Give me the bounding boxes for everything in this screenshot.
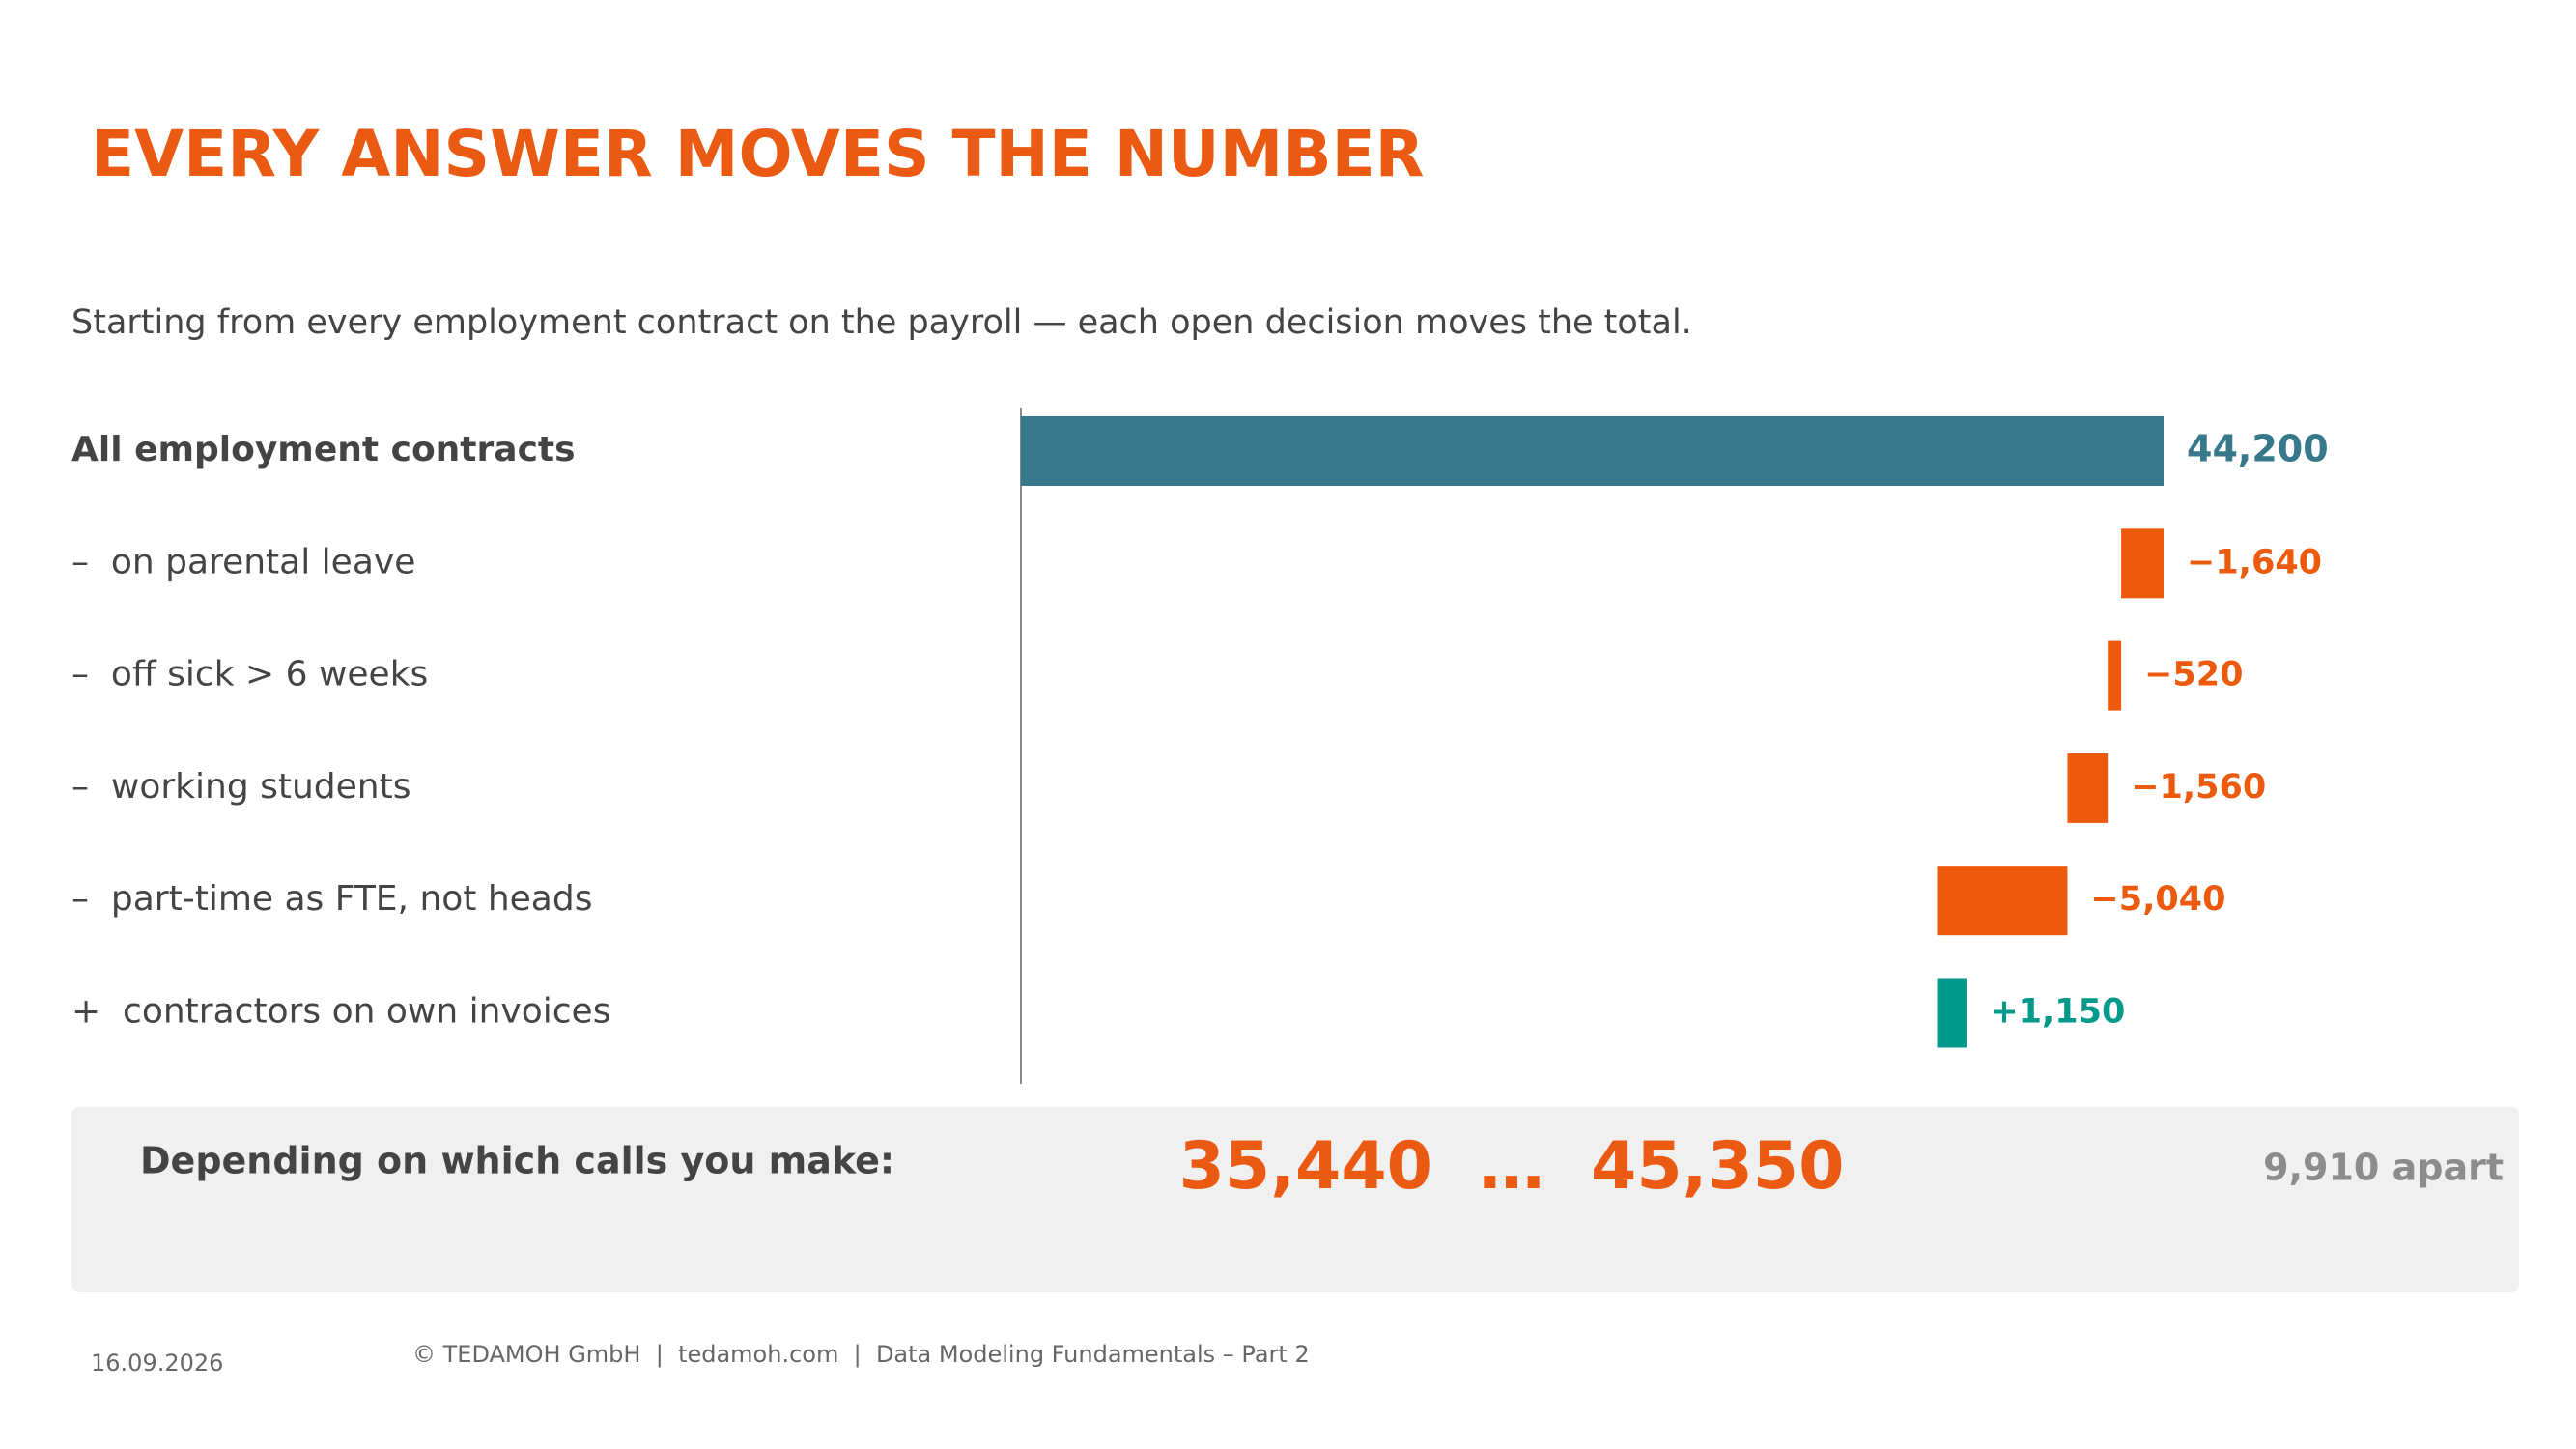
footer-text: © TEDAMOH GmbH | tedamoh.com | Data Mode… — [412, 1341, 1310, 1368]
row-label: – on parental leave — [71, 542, 415, 582]
footer-date: 16.09.2026 — [91, 1350, 223, 1377]
row-label: + contractors on own invoices — [71, 992, 610, 1032]
summary-gap: 9,910 apart — [2263, 1147, 2504, 1189]
value-label: −1,560 — [2131, 768, 2266, 807]
value-label: −520 — [2144, 656, 2243, 695]
title: EVERY ANSWER MOVES THE NUMBER — [91, 117, 1425, 191]
value-label: −5,040 — [2090, 880, 2225, 919]
bar — [2067, 753, 2109, 823]
bar — [2108, 640, 2122, 711]
range-separator: … — [1479, 1128, 1544, 1205]
value-label: −1,640 — [2187, 543, 2322, 582]
summary-label: Depending on which calls you make: — [140, 1140, 894, 1182]
summary-box — [71, 1107, 2519, 1292]
range-low: 35,440 — [1179, 1128, 1432, 1205]
value-label: +1,150 — [1990, 993, 2125, 1032]
row-label: – off sick > 6 weeks — [71, 655, 428, 695]
row-label: – part-time as FTE, not heads — [71, 879, 592, 919]
summary-range: 35,440 … 45,350 — [1179, 1128, 1845, 1205]
range-high: 45,350 — [1591, 1128, 1844, 1205]
subtitle: Starting from every employment contract … — [71, 303, 1692, 342]
bar — [1937, 978, 1967, 1048]
bar — [2121, 528, 2164, 599]
value-label: 44,200 — [2187, 428, 2329, 470]
bar — [1937, 866, 2068, 936]
bar — [1021, 416, 2164, 486]
row-label: – working students — [71, 767, 411, 807]
row-label: All employment contracts — [71, 430, 576, 469]
